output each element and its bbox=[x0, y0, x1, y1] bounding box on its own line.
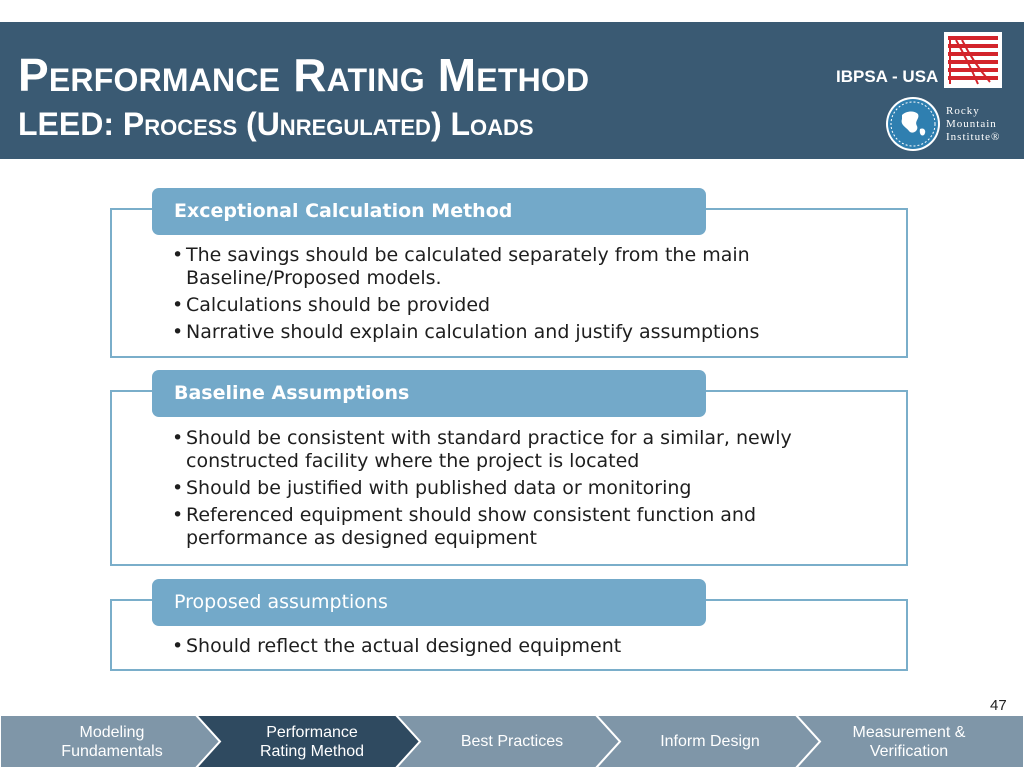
list-item: • Should be justified with published data… bbox=[172, 477, 692, 499]
rmi-globe-icon bbox=[886, 97, 940, 151]
list-item: • Calculations should be provided bbox=[172, 294, 491, 316]
page-subtitle: LEED: Process (Unregulated) Loads bbox=[18, 106, 534, 142]
list-item: • Referenced equipment should show consis… bbox=[172, 504, 757, 549]
page-number: 47 bbox=[990, 697, 1007, 714]
nav-chevron-bg-4 bbox=[794, 715, 1024, 768]
bullet-text: Calculations should be provided bbox=[186, 294, 491, 316]
rmi-logo-line-2: Mountain bbox=[946, 118, 997, 130]
nav-chevrons bbox=[0, 715, 1024, 768]
ibpsa-label: IBPSA - USA bbox=[836, 67, 939, 86]
nav-item-performance-rating-method[interactable]: Performance Rating Method bbox=[259, 723, 365, 760]
section-heading-proposed-assumptions: Proposed assumptions bbox=[152, 579, 706, 626]
section-box-baseline-assumptions bbox=[110, 390, 908, 566]
title-banner: Performance Rating Method LEED: Process … bbox=[0, 22, 1024, 159]
list-item: • Should reflect the actual designed equi… bbox=[172, 635, 622, 657]
bullet-text: The savings should be calculated separat… bbox=[186, 244, 750, 289]
bullet-text: Should be justified with published data … bbox=[186, 477, 692, 499]
page-title: Performance Rating Method bbox=[18, 49, 590, 101]
list-item: • The savings should be calculated separa… bbox=[172, 244, 750, 289]
nav-item-inform-design[interactable]: Inform Design bbox=[660, 733, 760, 750]
ibpsa-logo-icon bbox=[944, 32, 1002, 88]
rmi-logo-line-3: Institute® bbox=[946, 131, 1001, 143]
nav-chevron-bg-2 bbox=[394, 715, 622, 768]
bullet-list-baseline-assumptions: • Should be consistent with standard prac… bbox=[172, 427, 872, 554]
rmi-logo-line-1: Rocky bbox=[946, 105, 980, 117]
bullet-text: Referenced equipment should show consist… bbox=[186, 504, 757, 549]
bullet-text: Should reflect the actual designed equip… bbox=[186, 635, 622, 657]
nav-chevron-bg-3 bbox=[594, 715, 822, 768]
section-heading-exceptional-calculation: Exceptional Calculation Method bbox=[152, 188, 706, 235]
bullet-text: Narrative should explain calculation and… bbox=[186, 321, 760, 343]
bullet-list-proposed-assumptions: • Should reflect the actual designed equi… bbox=[172, 635, 872, 662]
section-navigation: Modeling Fundamentals Performance Rating… bbox=[0, 715, 1024, 768]
nav-item-modeling-fundamentals[interactable]: Modeling Fundamentals bbox=[61, 723, 163, 760]
nav-item-measurement-verification[interactable]: Measurement & Verification bbox=[852, 723, 966, 760]
nav-item-best-practices[interactable]: Best Practices bbox=[460, 733, 564, 750]
nav-chevron-bg-1 bbox=[194, 715, 422, 768]
list-item: • Should be consistent with standard prac… bbox=[172, 427, 792, 472]
list-item: • Narrative should explain calculation an… bbox=[172, 321, 760, 343]
bullet-text: Should be consistent with standard pract… bbox=[186, 427, 792, 472]
rmi-logo-text: Rocky Mountain Institute® bbox=[946, 105, 1000, 144]
section-heading-baseline-assumptions: Baseline Assumptions bbox=[152, 370, 706, 417]
bullet-list-exceptional-calculation: • The savings should be calculated separa… bbox=[172, 244, 872, 348]
